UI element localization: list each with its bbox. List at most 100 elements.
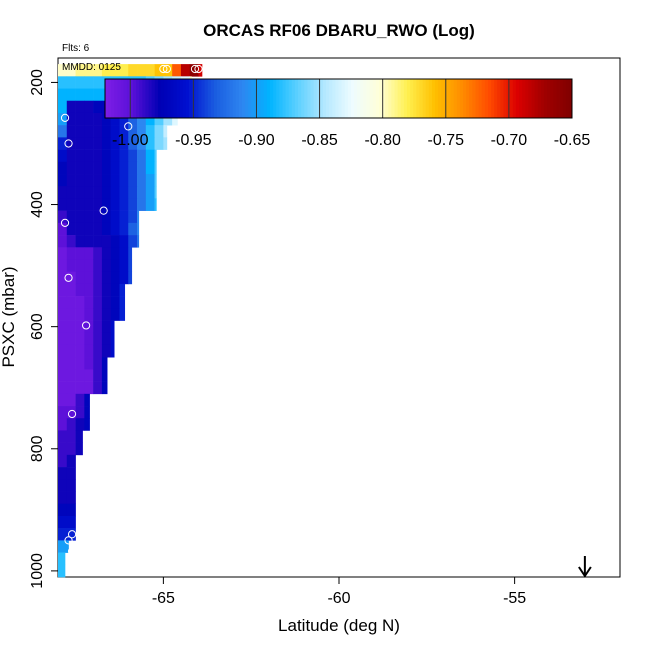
heatmap-cell — [128, 247, 133, 260]
heatmap-cell — [93, 296, 103, 309]
heatmap-cell — [119, 174, 129, 187]
colorbar-segment — [385, 79, 389, 118]
heatmap-cell — [66, 540, 69, 553]
heatmap-cell — [189, 64, 199, 77]
heatmap-cell — [145, 161, 155, 175]
heatmap-cell — [119, 259, 129, 273]
heatmap-cell — [93, 357, 103, 370]
colorbar-segment — [534, 79, 539, 118]
colorbar-segment — [245, 79, 249, 118]
heatmap-cell — [128, 259, 133, 273]
heatmap-cell — [84, 186, 94, 199]
heatmap-cell — [110, 222, 120, 236]
heatmap-cell — [93, 283, 103, 297]
heatmap-cell — [128, 64, 138, 77]
colorbar-segment — [453, 79, 458, 118]
heatmap-cell — [101, 247, 111, 260]
heatmap-cell — [84, 369, 94, 382]
heatmap-cell — [84, 393, 90, 407]
heatmap-cell — [145, 125, 155, 138]
heatmap-cell — [58, 186, 68, 199]
heatmap-cell — [84, 100, 94, 114]
heatmap-cell — [145, 186, 155, 199]
heatmap-cell — [110, 235, 120, 248]
heatmap-cell — [58, 112, 68, 126]
heatmap-cell — [58, 222, 68, 236]
colorbar-segment — [509, 79, 514, 118]
heatmap-cell — [84, 235, 94, 248]
heatmap-cell — [66, 271, 76, 285]
heatmap-cell — [101, 320, 111, 334]
observation-point — [64, 273, 73, 282]
colorbar-segment — [179, 79, 184, 118]
heatmap-cell — [154, 137, 164, 150]
colorbar-tick-label: -0.65 — [554, 132, 591, 149]
heatmap-cell — [119, 247, 129, 260]
colorbar-segment — [111, 79, 115, 118]
heatmap-cell — [154, 198, 157, 211]
colorbar-segment — [235, 79, 240, 118]
colorbar-segment — [117, 79, 121, 118]
heatmap-cell — [84, 344, 94, 358]
colorbar-segment — [425, 79, 430, 118]
heatmap-cell — [93, 222, 103, 236]
heatmap-cell — [75, 198, 85, 211]
heatmap-cell — [66, 174, 76, 187]
colorbar-segment — [391, 79, 395, 118]
observation-points — [60, 64, 203, 556]
heatmap-cell — [110, 271, 120, 285]
observation-point — [67, 409, 77, 419]
heatmap-cell — [119, 137, 129, 150]
heatmap-cell — [93, 271, 103, 285]
observation-point — [67, 530, 77, 539]
heatmap-cell — [75, 393, 85, 407]
colorbar-segment — [123, 79, 128, 118]
observation-point — [60, 113, 70, 122]
heatmap-cell — [128, 235, 138, 248]
heatmap-cell — [93, 247, 103, 260]
heatmap-cell — [84, 88, 94, 102]
heatmap-cell — [110, 149, 120, 163]
heatmap-cell — [75, 76, 85, 89]
heatmap-cell — [58, 540, 68, 553]
heatmap-cell — [93, 210, 103, 224]
heatmap-cell — [66, 64, 76, 77]
heatmap-cell — [110, 210, 120, 224]
colorbar-segment — [223, 79, 227, 118]
heatmap-cell — [75, 100, 85, 114]
colorbar-tick-label: -1.00 — [112, 132, 149, 149]
colorbar-segment — [185, 79, 190, 118]
heatmap-cell — [58, 369, 68, 382]
heatmap-cell — [163, 64, 173, 77]
colorbar-segment — [238, 79, 243, 118]
heatmap-cell — [66, 406, 76, 419]
colorbar-segment — [170, 79, 174, 118]
colorbar-segment — [164, 79, 168, 118]
heatmap-cell — [58, 467, 68, 480]
heatmap-cell — [58, 76, 68, 89]
heatmap-cell — [66, 161, 76, 175]
colorbar-segment — [319, 79, 324, 118]
colorbar-segment — [565, 79, 570, 118]
heatmap-cell — [66, 210, 76, 224]
heatmap-cell — [101, 344, 111, 358]
heatmap-cell — [75, 296, 85, 309]
x-axis-label: Latitude (deg N) — [278, 616, 400, 635]
colorbar: -1.00 -0.95 -0.90 -0.85 -0.80 -0.75 -0.70 -0.65 — [104, 78, 591, 149]
colorbar-segment — [204, 79, 209, 118]
colorbar-segment — [441, 79, 445, 118]
heatmap-cell — [137, 235, 140, 248]
heatmap-cell — [75, 149, 85, 163]
heatmap-cell — [58, 100, 68, 114]
colorbar-segment — [475, 79, 479, 118]
heatmap-cell — [58, 235, 68, 248]
heatmap-cell — [66, 332, 76, 346]
heatmap-cell — [58, 552, 66, 566]
colorbar-segment — [463, 79, 467, 118]
colorbar-segment — [363, 79, 367, 118]
colorbar-segment — [335, 79, 339, 118]
heatmap-cell — [75, 442, 83, 456]
heatmap-cell — [101, 271, 111, 285]
colorbar-segment — [428, 79, 433, 118]
heatmap-cell — [101, 222, 111, 236]
